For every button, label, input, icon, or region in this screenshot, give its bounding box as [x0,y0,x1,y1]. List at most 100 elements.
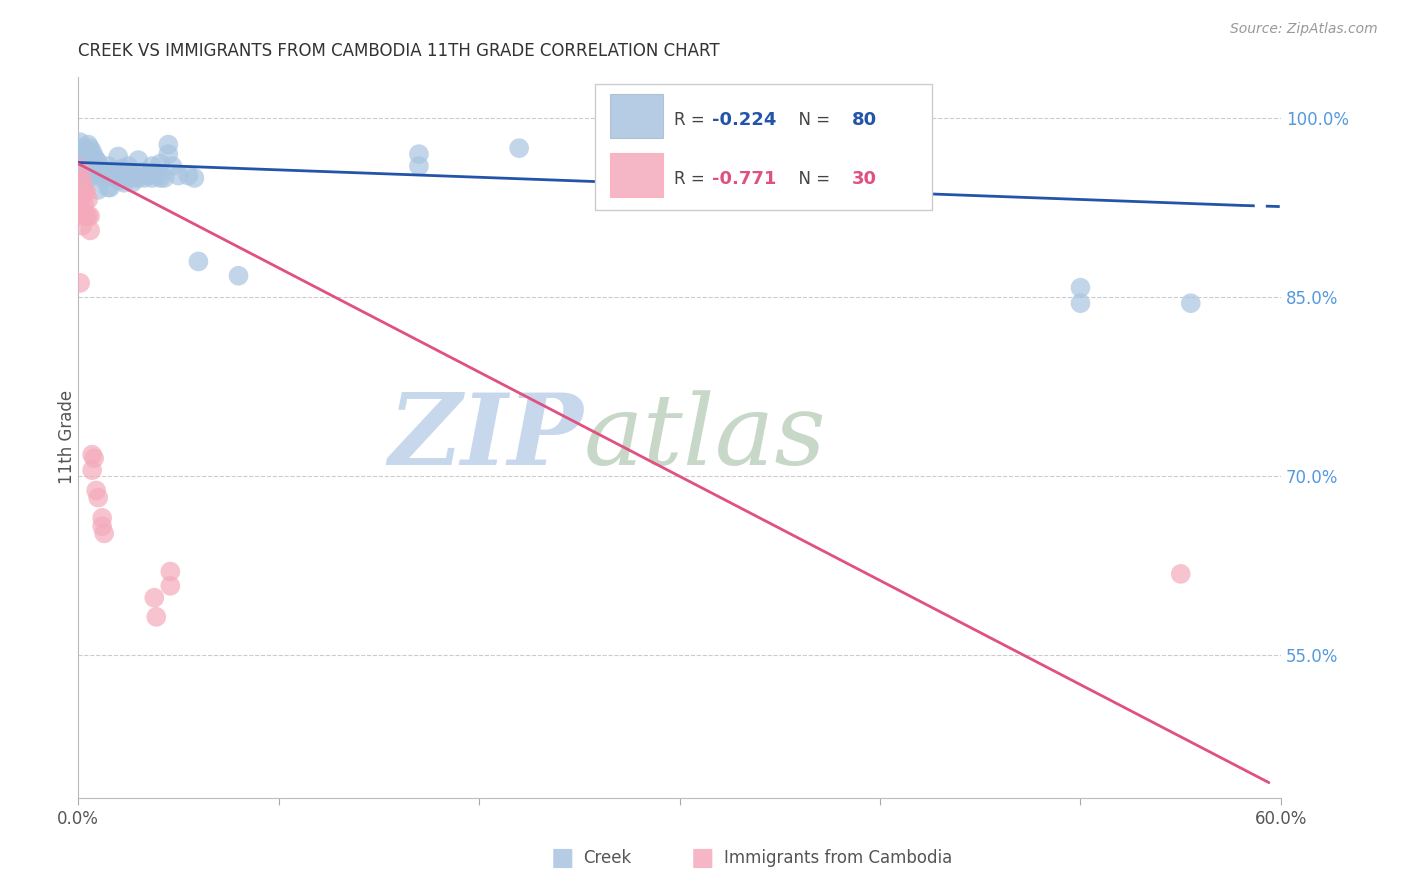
Point [73,145,96,159]
Point [157,147,180,161]
Point [75,209,97,223]
Point [117,159,139,173]
Point [87,491,110,505]
Point [134,171,156,186]
Text: -0.771: -0.771 [711,170,776,188]
Point [82,145,104,159]
Point [408,147,430,161]
Point [83,149,105,163]
Point [143,165,166,179]
Point [143,591,166,605]
Point [112,169,135,183]
Point [69,161,91,176]
FancyBboxPatch shape [610,94,662,138]
Point [149,156,172,170]
Text: N =: N = [787,111,835,128]
Point [1069,281,1091,295]
Point [112,176,135,190]
Point [97,159,120,173]
Text: 80: 80 [852,111,877,128]
Point [73,153,96,167]
Point [69,135,91,149]
Point [75,147,97,161]
Point [70,173,93,187]
Text: Creek: Creek [583,849,631,867]
FancyBboxPatch shape [610,153,662,197]
Point [93,526,115,541]
Point [70,171,93,186]
Point [91,161,114,176]
Point [79,209,101,223]
Point [122,171,145,186]
Point [87,183,110,197]
Point [110,173,132,187]
Point [408,159,430,173]
Text: Source: ZipAtlas.com: Source: ZipAtlas.com [1230,22,1378,37]
Point [105,171,128,186]
Point [70,161,93,176]
Point [177,169,200,183]
Text: -0.224: -0.224 [711,111,776,128]
Point [75,186,97,200]
Point [69,276,91,290]
Point [82,165,104,179]
Point [1170,566,1192,581]
Point [77,147,100,161]
Point [69,209,91,223]
Point [148,169,170,183]
Text: R =: R = [673,170,710,188]
Point [98,180,121,194]
Point [668,153,690,167]
Text: Immigrants from Cambodia: Immigrants from Cambodia [724,849,952,867]
FancyBboxPatch shape [595,84,932,211]
Point [157,137,180,152]
Point [70,219,93,233]
Point [82,463,104,477]
Point [769,186,792,201]
Point [93,169,115,183]
Point [77,137,100,152]
Point [91,171,114,186]
Point [98,165,121,179]
Point [70,149,93,163]
Point [75,155,97,169]
Point [183,171,205,186]
Point [127,171,149,186]
Point [159,565,181,579]
Point [111,161,134,176]
Point [83,161,105,176]
Point [73,183,96,197]
Point [79,223,101,237]
Point [120,169,142,183]
Point [107,169,129,183]
Point [97,169,120,183]
Point [79,141,101,155]
Point [75,173,97,187]
Point [149,171,172,186]
Point [73,197,96,211]
Y-axis label: 11th Grade: 11th Grade [58,391,76,484]
Point [75,163,97,178]
Point [87,155,110,169]
Point [87,168,110,182]
Point [69,159,91,173]
Point [91,519,114,533]
Point [70,141,93,155]
Point [187,254,209,268]
Point [228,268,250,283]
Point [153,171,176,186]
Point [79,162,101,177]
Point [82,448,104,462]
Text: 30: 30 [852,170,876,188]
Point [159,579,181,593]
Point [107,149,129,163]
Text: ■: ■ [551,847,574,870]
Point [84,153,107,167]
Text: ZIP: ZIP [388,389,583,485]
Point [136,169,159,183]
Text: CREEK VS IMMIGRANTS FROM CAMBODIA 11TH GRADE CORRELATION CHART: CREEK VS IMMIGRANTS FROM CAMBODIA 11TH G… [79,42,720,60]
Point [79,153,101,167]
Point [162,159,184,173]
Point [70,204,93,219]
Point [77,209,100,223]
